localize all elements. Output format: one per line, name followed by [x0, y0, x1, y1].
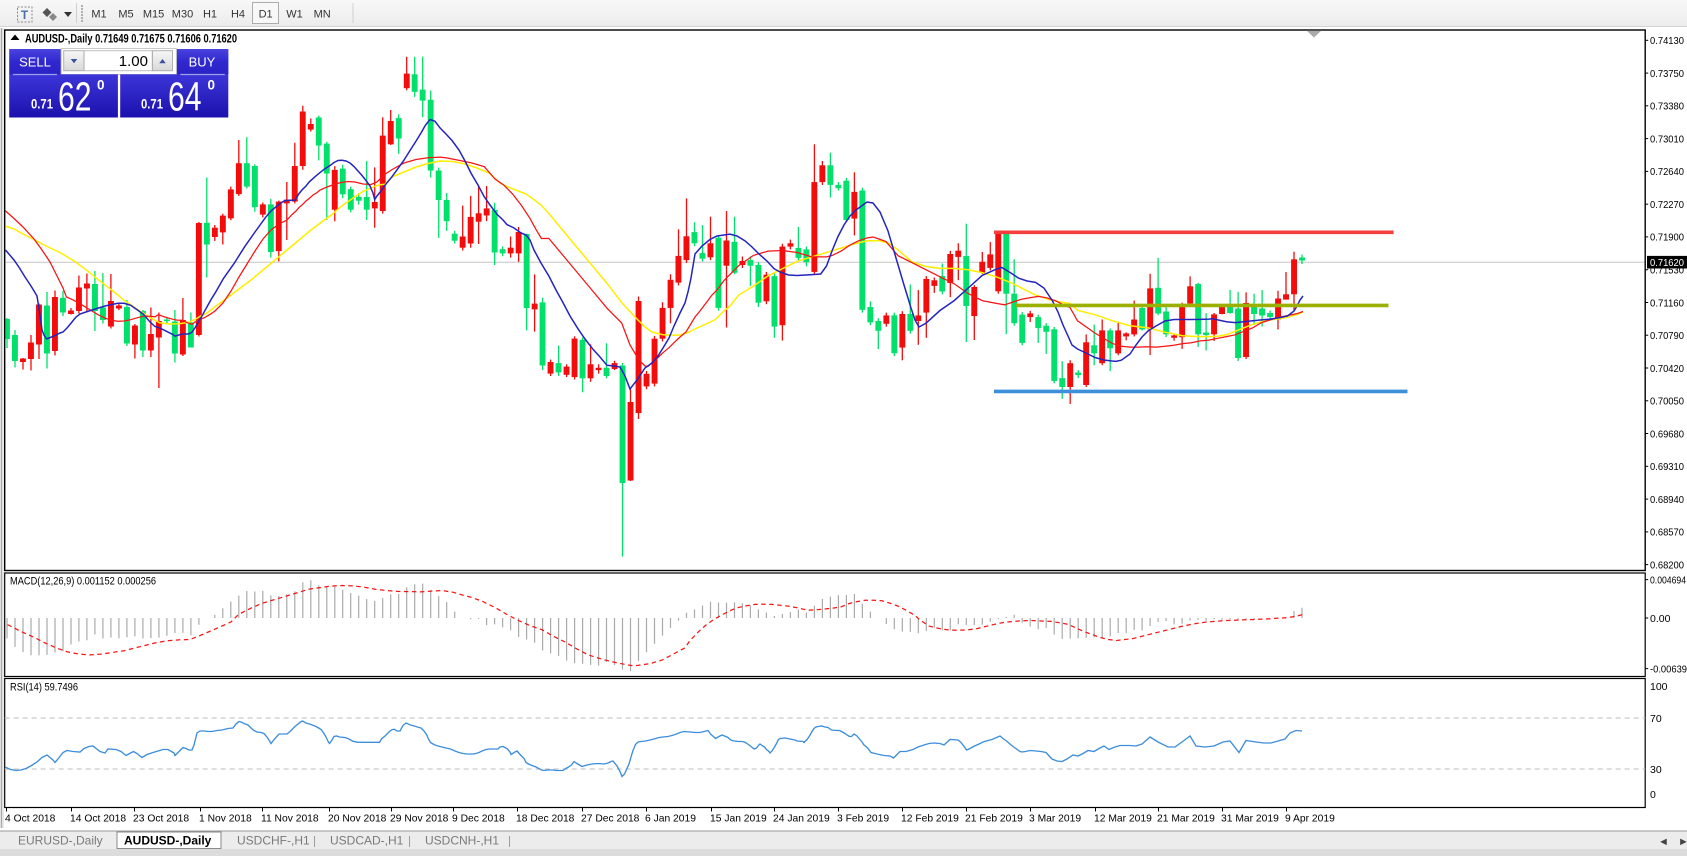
svg-text:USDCAD-,H1: USDCAD-,H1	[330, 834, 404, 848]
svg-text:21 Feb 2019: 21 Feb 2019	[965, 814, 1023, 825]
svg-text:0.69680: 0.69680	[1650, 428, 1684, 440]
svg-text:M30: M30	[172, 9, 193, 21]
svg-text:0.71160: 0.71160	[1650, 297, 1684, 309]
svg-text:0.68940: 0.68940	[1650, 494, 1684, 506]
svg-text:12 Mar 2019: 12 Mar 2019	[1094, 814, 1152, 825]
svg-text:9 Apr 2019: 9 Apr 2019	[1285, 814, 1335, 825]
svg-text:0.71900: 0.71900	[1650, 232, 1684, 244]
svg-text:23 Oct 2018: 23 Oct 2018	[133, 814, 189, 825]
svg-text:|: |	[508, 834, 511, 848]
svg-text:18 Dec 2018: 18 Dec 2018	[516, 814, 575, 825]
svg-text:20 Nov 2018: 20 Nov 2018	[328, 814, 387, 825]
svg-text:6 Jan 2019: 6 Jan 2019	[645, 814, 696, 825]
svg-text:-0.00639: -0.00639	[1650, 663, 1687, 675]
svg-text:USDCHF-,H1: USDCHF-,H1	[237, 834, 310, 848]
svg-text:100: 100	[1650, 681, 1668, 693]
svg-text:0.71620: 0.71620	[1650, 257, 1684, 269]
svg-text:|: |	[408, 834, 411, 848]
svg-text:0: 0	[208, 78, 216, 93]
svg-text:24 Jan 2019: 24 Jan 2019	[773, 814, 830, 825]
svg-text:0.70420: 0.70420	[1650, 363, 1684, 375]
svg-text:4 Oct 2018: 4 Oct 2018	[5, 814, 56, 825]
svg-text:9 Dec 2018: 9 Dec 2018	[452, 814, 505, 825]
svg-text:31 Mar 2019: 31 Mar 2019	[1221, 814, 1279, 825]
svg-text:EURUSD-,Daily: EURUSD-,Daily	[18, 834, 103, 848]
svg-text:USDCNH-,H1: USDCNH-,H1	[425, 834, 499, 848]
svg-text:0: 0	[97, 78, 105, 93]
svg-text:0.73380: 0.73380	[1650, 101, 1684, 113]
svg-text:SELL: SELL	[19, 55, 51, 70]
svg-text:29 Nov 2018: 29 Nov 2018	[390, 814, 449, 825]
svg-text:H1: H1	[203, 9, 217, 21]
svg-text:30: 30	[1650, 764, 1662, 776]
svg-text:0.71: 0.71	[141, 96, 163, 112]
svg-text:0.73750: 0.73750	[1650, 68, 1684, 80]
svg-text:H4: H4	[231, 9, 245, 21]
svg-text:1.00: 1.00	[119, 53, 148, 70]
svg-text:MACD(12,26,9) 0.001152 0.00025: MACD(12,26,9) 0.001152 0.000256	[10, 576, 156, 588]
svg-text:◄: ◄	[1658, 836, 1669, 848]
svg-text:0.74130: 0.74130	[1650, 35, 1684, 47]
svg-text:0.73010: 0.73010	[1650, 133, 1684, 145]
svg-text:12 Feb 2019: 12 Feb 2019	[901, 814, 959, 825]
svg-text:M1: M1	[91, 9, 106, 21]
svg-text:14 Oct 2018: 14 Oct 2018	[70, 814, 126, 825]
svg-text:11 Nov 2018: 11 Nov 2018	[261, 814, 319, 825]
svg-text:21 Mar 2019: 21 Mar 2019	[1157, 814, 1215, 825]
svg-text:M15: M15	[143, 9, 164, 21]
svg-text:15 Jan 2019: 15 Jan 2019	[710, 814, 767, 825]
svg-text:BUY: BUY	[189, 55, 216, 70]
svg-text:|: |	[313, 834, 316, 848]
svg-text:M5: M5	[118, 9, 133, 21]
svg-text:MN: MN	[314, 9, 331, 21]
svg-text:RSI(14) 59.7496: RSI(14) 59.7496	[10, 682, 78, 694]
svg-text:0.71: 0.71	[31, 96, 53, 112]
svg-text:0.68570: 0.68570	[1650, 527, 1684, 539]
svg-text:3 Feb 2019: 3 Feb 2019	[837, 814, 889, 825]
svg-text:1 Nov 2018: 1 Nov 2018	[199, 814, 252, 825]
svg-text:W1: W1	[286, 9, 303, 21]
svg-text:0: 0	[1650, 789, 1656, 801]
svg-text:62: 62	[58, 74, 92, 120]
svg-text:0.68200: 0.68200	[1650, 559, 1684, 571]
svg-text:64: 64	[168, 74, 202, 120]
svg-text:T: T	[21, 8, 29, 22]
svg-text:0.72640: 0.72640	[1650, 166, 1684, 178]
svg-text:27 Dec 2018: 27 Dec 2018	[581, 814, 640, 825]
svg-text:0.69310: 0.69310	[1650, 461, 1684, 473]
svg-text:►: ►	[1678, 836, 1687, 848]
svg-text:AUDUSD-,Daily 0.71649 0.71675: AUDUSD-,Daily 0.71649 0.71675 0.71606 0.…	[25, 34, 237, 46]
svg-text:3 Mar 2019: 3 Mar 2019	[1029, 814, 1081, 825]
svg-text:0.004694: 0.004694	[1650, 574, 1686, 586]
svg-text:D1: D1	[259, 9, 273, 21]
svg-text:70: 70	[1650, 713, 1662, 725]
svg-text:0.00: 0.00	[1650, 613, 1671, 625]
svg-text:0.72270: 0.72270	[1650, 199, 1684, 211]
svg-text:0.70050: 0.70050	[1650, 396, 1684, 408]
svg-text:0.70790: 0.70790	[1650, 330, 1684, 342]
svg-text:AUDUSD-,Daily: AUDUSD-,Daily	[124, 834, 212, 848]
